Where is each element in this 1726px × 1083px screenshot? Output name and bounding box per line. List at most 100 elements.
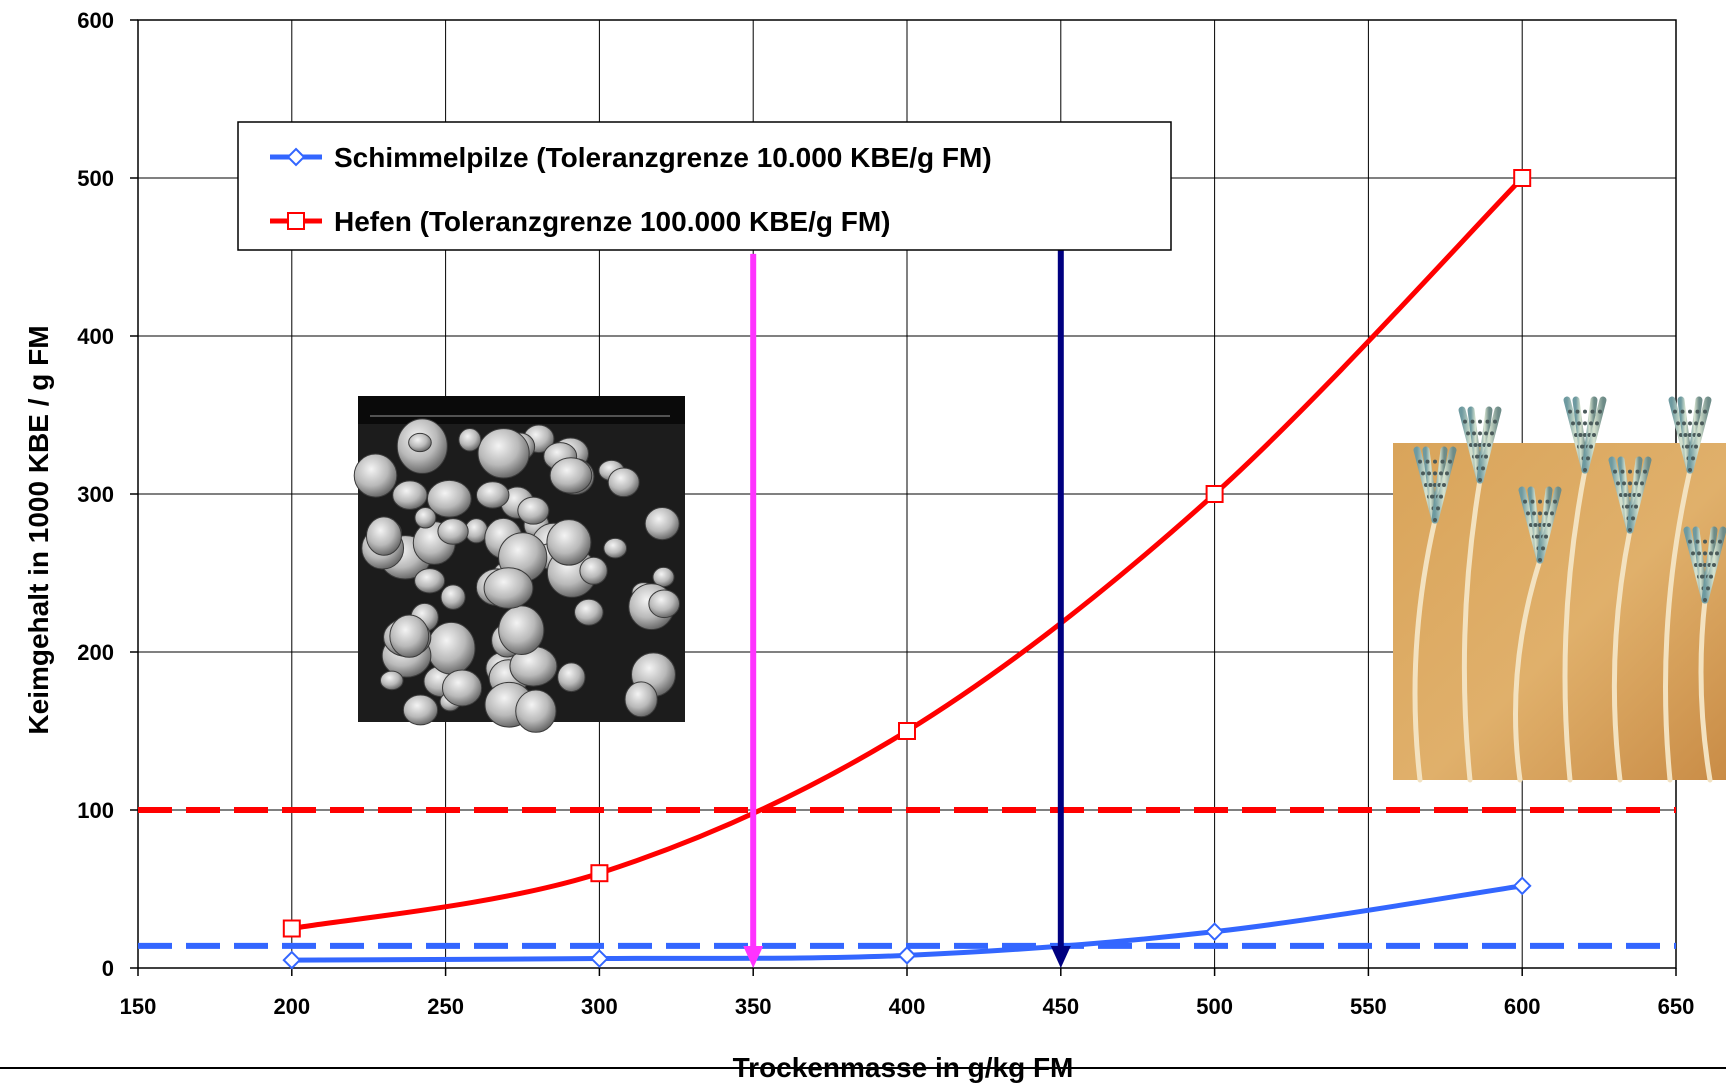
legend-box <box>237 121 1172 251</box>
yeast-cell <box>477 428 530 479</box>
series-line-1 <box>291 176 1524 931</box>
mold-stalk <box>1663 467 1693 783</box>
mold-spore <box>1538 511 1542 516</box>
mold-spore <box>1436 506 1440 511</box>
mold-spore <box>1478 478 1482 482</box>
mold-spore <box>1433 459 1437 464</box>
mold-spore <box>1541 546 1545 551</box>
mold-spore <box>1710 539 1715 544</box>
y-tick-label: 400 <box>77 324 114 349</box>
yeast-cell <box>549 457 593 494</box>
legend: Schimmelpilze (Toleranzgrenze 10.000 KBE… <box>237 121 1172 251</box>
mold-spore <box>1676 421 1680 426</box>
mold-spore <box>1637 493 1641 497</box>
mold-spore <box>1583 468 1587 472</box>
mold-spore <box>1620 469 1625 474</box>
mold-spore <box>1544 511 1548 516</box>
legend-square-marker <box>287 212 305 230</box>
mold-spore <box>1703 539 1707 544</box>
mold-spore <box>1530 499 1535 504</box>
mold-spore <box>1703 409 1707 414</box>
mold-spore <box>1478 431 1482 436</box>
mold-spore <box>1583 421 1587 426</box>
yeast-cell <box>408 432 432 453</box>
mold-spore <box>1595 421 1599 426</box>
legend-label-schimmelpilze: Schimmelpilze (Toleranzgrenze 10.000 KBE… <box>334 142 992 173</box>
mold-spore <box>1688 409 1692 414</box>
mold-spore <box>1697 551 1701 556</box>
mold-spore <box>1544 534 1548 539</box>
mold-spore <box>1583 409 1587 414</box>
mold-spore <box>1442 483 1446 487</box>
y-tick-label: 500 <box>77 166 114 191</box>
mold-spore <box>1568 409 1572 414</box>
yeast-cell <box>389 614 430 658</box>
x-tick-label: 450 <box>1042 994 1079 1019</box>
mold-spore <box>1577 421 1581 426</box>
yeast-cell <box>427 621 476 675</box>
mold-spore <box>1487 443 1491 447</box>
mold-spore <box>1433 518 1437 522</box>
yeast-cell <box>579 556 608 585</box>
yeast-cell <box>379 670 404 691</box>
mold-spore <box>1703 598 1707 602</box>
x-tick-label: 300 <box>581 994 618 1019</box>
mold-spore <box>1589 421 1593 426</box>
yeast-cell <box>607 467 640 498</box>
data-point-diamond <box>1512 876 1532 896</box>
x-tick-label: 650 <box>1658 994 1695 1019</box>
x-tick-label: 150 <box>120 994 157 1019</box>
yeast-cell <box>458 428 482 452</box>
mold-spore <box>1472 431 1476 436</box>
x-tick-label: 550 <box>1350 994 1387 1019</box>
yeast-cell <box>574 598 604 626</box>
data-point-square <box>282 919 301 938</box>
yeast-cell <box>557 662 586 693</box>
arrows-layer <box>743 178 1071 968</box>
mold-spore <box>1547 523 1551 527</box>
mold-spore <box>1485 419 1490 424</box>
yeast-cell <box>437 518 469 545</box>
yeast-cell <box>483 567 534 609</box>
legend-entry-schimmelpilze: Schimmelpilze (Toleranzgrenze 10.000 KBE… <box>270 142 992 173</box>
mold-spore <box>1695 539 1700 544</box>
mold-spore <box>1445 471 1449 476</box>
mold-spore <box>1613 469 1617 474</box>
yeast-cell <box>426 479 472 518</box>
y-tick-label: 100 <box>77 798 114 823</box>
mold-spore <box>1439 494 1443 499</box>
mold-spore <box>1592 433 1596 437</box>
mold-spore <box>1709 574 1713 579</box>
data-point-diamond <box>282 950 302 970</box>
mold-spore <box>1538 558 1542 562</box>
mold-spore <box>1571 421 1575 426</box>
series-layer <box>282 169 1532 970</box>
mold-spore <box>1628 528 1632 532</box>
mold-spore <box>1586 456 1590 461</box>
reference-lines <box>138 807 1676 949</box>
mold-spore <box>1622 481 1626 486</box>
mold-micrograph-image <box>1393 396 1726 783</box>
mold-spore <box>1640 481 1644 486</box>
yeast-cell <box>515 689 557 733</box>
mold-spore <box>1575 409 1580 414</box>
yeast-cell <box>624 681 658 718</box>
mold-spore <box>1470 419 1475 424</box>
yeast-cell <box>440 584 466 610</box>
mold-stalk <box>1412 517 1438 783</box>
mold-spore <box>1448 459 1452 464</box>
x-tick-label: 200 <box>273 994 310 1019</box>
mold-spore <box>1439 471 1443 476</box>
mold-spore <box>1493 419 1497 424</box>
data-point-diamond <box>589 949 609 968</box>
legend-label-hefen: Hefen (Toleranzgrenze 100.000 KBE/g FM) <box>334 206 891 237</box>
yeast-cell <box>644 506 680 541</box>
mold-spore <box>1631 516 1635 521</box>
mold-stalk <box>1698 597 1713 783</box>
yeast-cell <box>353 453 398 498</box>
mold-spore <box>1643 469 1647 474</box>
plot-frame: 150 200 250 300 350 400 450 500 550 600 650 0 100 200… <box>77 8 1694 1019</box>
mold-spore <box>1634 481 1638 486</box>
mold-spore <box>1538 499 1542 504</box>
